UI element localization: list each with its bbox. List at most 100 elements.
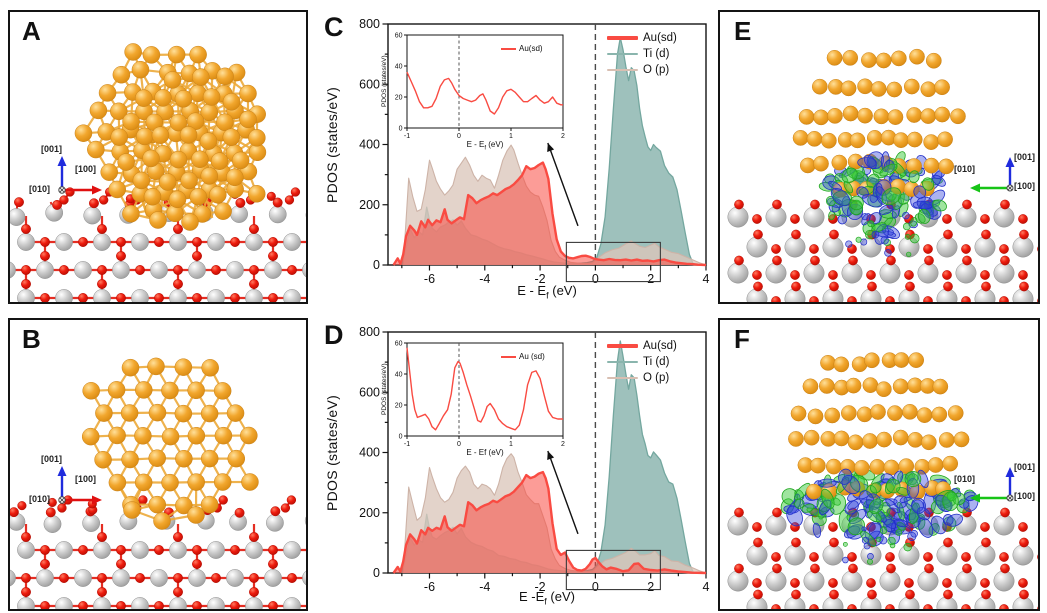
panel-f-crystal-axes: [001] [010] [100] xyxy=(954,458,1038,512)
svg-text:400: 400 xyxy=(359,138,380,152)
panel-a: A [001] [100] [010] xyxy=(8,10,308,304)
axis-right-label: [100] xyxy=(75,164,97,174)
series-areas xyxy=(392,340,707,575)
legend-item-o: O (p) xyxy=(607,62,677,78)
panel-a-label: A xyxy=(22,16,41,46)
panel-d: D -6 -4 -2 0 2 4 0 200 400 600 800 -1 0 1 2 0 20 40 60 PDO… xyxy=(318,318,716,611)
axis-up-label: [001] xyxy=(1014,462,1036,472)
svg-text:60: 60 xyxy=(395,33,403,40)
svg-text:-4: -4 xyxy=(479,580,490,594)
axes-arrows xyxy=(970,467,1015,503)
svg-text:4: 4 xyxy=(703,580,710,594)
panel-d-inset-legend: Au (sd) xyxy=(501,352,545,361)
legend-item-au: Au(sd) xyxy=(607,30,677,46)
inset-x-sub: f xyxy=(484,145,487,152)
legend-item-ti: Ti (d) xyxy=(607,46,677,62)
svg-text:20: 20 xyxy=(395,403,403,410)
axis-right-label: [100] xyxy=(75,474,97,484)
panel-c-inset-y-title: PDOS (states/eV) xyxy=(381,55,388,108)
svg-text:0: 0 xyxy=(399,126,403,133)
axis-up-label: [001] xyxy=(1014,152,1036,162)
axis-origin-label: [100] xyxy=(1014,181,1036,191)
x-title-post: (eV) xyxy=(546,589,575,604)
svg-text:-1: -1 xyxy=(404,133,410,140)
legend-swatch-ti xyxy=(607,53,638,55)
svg-text:0: 0 xyxy=(592,272,599,286)
svg-text:4: 4 xyxy=(703,272,710,286)
inset-x-pre: E - E xyxy=(466,140,485,149)
svg-text:600: 600 xyxy=(359,77,380,91)
svg-text:20: 20 xyxy=(395,95,403,102)
svg-text:-2: -2 xyxy=(535,580,546,594)
au-nanoparticle xyxy=(74,43,267,231)
panel-d-inset-x-title: E - Ef (eV) xyxy=(407,448,563,460)
axis-origin-label: [010] xyxy=(29,184,51,194)
panel-b: B [001] [100] [010] xyxy=(8,318,308,611)
panel-c-inset-legend: Au(sd) xyxy=(501,44,543,53)
svg-text:40: 40 xyxy=(395,372,403,379)
svg-text:-2: -2 xyxy=(535,272,546,286)
legend-swatch-au xyxy=(607,36,638,40)
panel-f: F [001] [010] [100] xyxy=(718,318,1040,611)
legend-item-ti: Ti (d) xyxy=(607,354,677,370)
panel-e-structure xyxy=(727,48,1038,302)
axis-left-label: [010] xyxy=(954,474,976,484)
inset-legend-swatch xyxy=(501,355,516,358)
svg-text:-4: -4 xyxy=(479,272,490,286)
panel-e-label: E xyxy=(734,16,752,46)
svg-text:200: 200 xyxy=(359,198,380,212)
panel-c-x-axis-title: E - Ef (eV) xyxy=(388,283,706,301)
panel-a-structure xyxy=(10,43,306,302)
inset-legend-label: Au(sd) xyxy=(519,44,543,53)
svg-text:1: 1 xyxy=(509,133,513,140)
panel-e: E [001] [010] [100] xyxy=(718,10,1040,304)
svg-text:0: 0 xyxy=(373,566,380,580)
panel-f-label: F xyxy=(734,324,750,354)
panel-e-crystal-axes: [001] [010] [100] xyxy=(954,148,1038,202)
legend-label-o: O (p) xyxy=(643,372,670,384)
x-title-pre: E - E xyxy=(517,283,547,298)
axes-arrows xyxy=(57,156,102,195)
svg-text:2: 2 xyxy=(561,133,565,140)
svg-text:600: 600 xyxy=(359,385,380,399)
charge-density-isosurface xyxy=(801,468,959,552)
zoom-arrow xyxy=(547,450,579,535)
svg-text:40: 40 xyxy=(395,64,403,71)
svg-text:0: 0 xyxy=(373,258,380,272)
panel-d-x-axis-title: E -Ef (eV) xyxy=(388,589,706,607)
axis-origin-label: [010] xyxy=(29,494,51,504)
inset-x-post: (eV) xyxy=(486,448,504,457)
legend-swatch-ti xyxy=(607,361,638,363)
series-areas xyxy=(392,36,707,267)
svg-text:800: 800 xyxy=(359,17,380,31)
panel-b-crystal-axes: [001] [100] [010] xyxy=(28,454,118,512)
legend-label-o: O (p) xyxy=(643,64,670,76)
legend-label-au: Au(sd) xyxy=(643,340,677,352)
inset-x-post: (eV) xyxy=(486,140,504,149)
panel-d-inset-y-title: PDOS (states/eV) xyxy=(381,363,388,416)
inset-x-pre: E - Ef xyxy=(466,448,487,457)
axes-arrows xyxy=(970,157,1015,193)
x-title-post: (eV) xyxy=(548,283,577,298)
legend-label-ti: Ti (d) xyxy=(643,356,670,368)
panel-c-label: C xyxy=(324,12,344,42)
svg-text:400: 400 xyxy=(359,446,380,460)
x-title-sub: f xyxy=(546,290,549,301)
axis-left-label: [010] xyxy=(954,164,976,174)
legend-label-au: Au(sd) xyxy=(643,32,677,44)
x-title-sub: f xyxy=(544,596,547,607)
panel-b-label: B xyxy=(22,324,41,354)
svg-text:0: 0 xyxy=(592,580,599,594)
panel-c-y-axis-title: PDOS (states/eV) xyxy=(324,86,340,203)
panel-d-legend: Au(sd) Ti (d) O (p) xyxy=(607,338,677,386)
svg-text:0: 0 xyxy=(399,434,403,441)
panel-a-crystal-axes: [001] [100] [010] xyxy=(28,144,118,202)
panel-d-y-axis-title: PDOS (states/eV) xyxy=(324,394,340,511)
panel-c-inset-x-title: E - Ef (eV) xyxy=(407,140,563,152)
panel-f-structure xyxy=(727,352,1038,609)
au-cluster-layers xyxy=(788,352,970,500)
